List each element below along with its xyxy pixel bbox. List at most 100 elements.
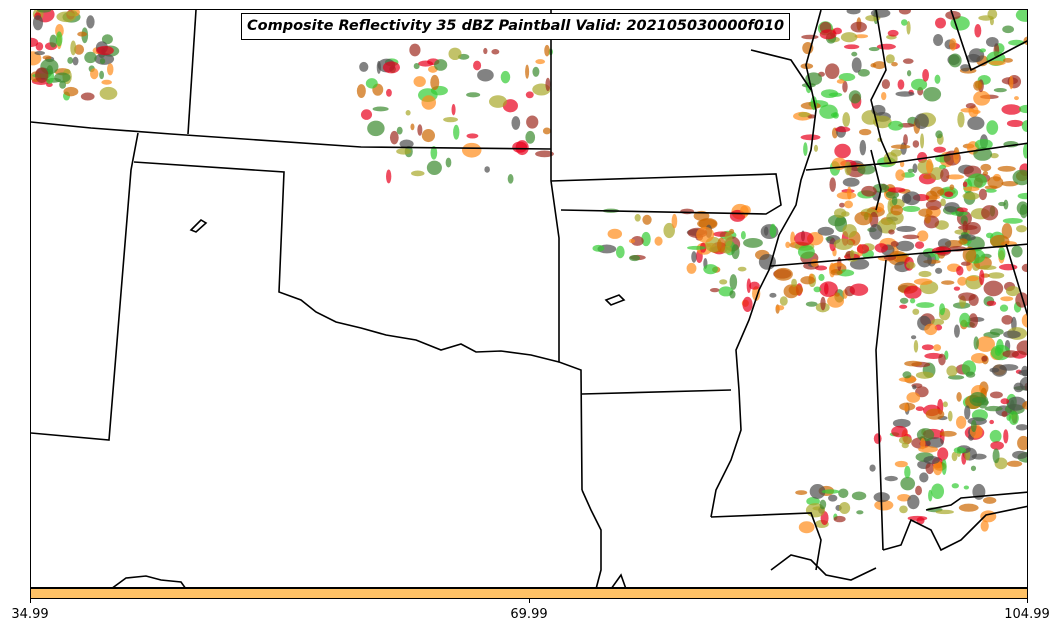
paintball-blob bbox=[1013, 382, 1024, 393]
paintball-blob bbox=[525, 91, 534, 99]
paintball-blob bbox=[923, 174, 933, 180]
paintball-blob bbox=[956, 265, 964, 276]
paintball-blob bbox=[742, 296, 753, 312]
paintball-blob bbox=[899, 304, 908, 309]
paintball-blob bbox=[628, 254, 641, 262]
paintball-blob bbox=[998, 201, 1006, 207]
paintball-blob bbox=[55, 31, 63, 47]
paintball-blob bbox=[906, 392, 921, 403]
paintball-blob bbox=[72, 56, 79, 66]
state-border bbox=[31, 132, 139, 441]
paintball-blob bbox=[869, 224, 883, 240]
paintball-blob bbox=[881, 79, 891, 90]
paintball-blob bbox=[935, 17, 946, 29]
colorbar-tick bbox=[529, 599, 530, 603]
paintball-blob bbox=[671, 213, 678, 229]
paintball-blob bbox=[32, 15, 43, 31]
paintball-blob bbox=[989, 17, 994, 26]
paintball-blob bbox=[413, 76, 426, 87]
paintball-blob bbox=[953, 286, 961, 291]
paintball-blob bbox=[967, 116, 985, 131]
paintball-blob bbox=[483, 47, 488, 55]
coastline bbox=[611, 573, 627, 587]
paintball-blob bbox=[868, 47, 880, 52]
paintball-blob bbox=[803, 142, 808, 157]
paintball-blob bbox=[976, 336, 995, 352]
paintball-blob bbox=[535, 150, 554, 158]
paintball-blob bbox=[49, 34, 58, 48]
paintball-blob bbox=[1021, 313, 1027, 328]
paintball-blob bbox=[983, 280, 1004, 297]
paintball-blob bbox=[410, 170, 425, 177]
paintball-blob bbox=[928, 489, 933, 502]
paintball-blob bbox=[466, 133, 479, 139]
paintball-blob bbox=[890, 204, 904, 216]
paintball-blob bbox=[1012, 450, 1027, 460]
paintball-blob bbox=[99, 70, 105, 80]
paintball-blob bbox=[931, 318, 945, 326]
paintball-blob bbox=[1021, 365, 1027, 377]
paintball-blob bbox=[829, 177, 836, 192]
state-border bbox=[950, 10, 1027, 72]
paintball-blob bbox=[1016, 340, 1027, 355]
paintball-blob bbox=[729, 274, 738, 290]
paintball-blob bbox=[949, 184, 955, 190]
paintball-blob bbox=[473, 60, 482, 71]
paintball-blob bbox=[773, 267, 793, 281]
paintball-blob bbox=[913, 278, 933, 285]
paintball-blob bbox=[954, 324, 960, 338]
paintball-blob bbox=[912, 308, 920, 315]
paintball-blob bbox=[96, 45, 114, 56]
paintball-blob bbox=[905, 261, 916, 269]
paintball-blob bbox=[931, 483, 945, 499]
paintball-blob bbox=[989, 153, 999, 159]
paintball-blob bbox=[914, 113, 929, 129]
paintball-blob bbox=[1001, 314, 1013, 325]
paintball-blob bbox=[956, 207, 968, 212]
paintball-blob bbox=[953, 150, 960, 164]
paintball-blob bbox=[919, 472, 929, 483]
mississippi-river bbox=[710, 10, 822, 518]
paintball-blob bbox=[935, 130, 943, 139]
paintball-blob bbox=[834, 208, 847, 219]
paintball-blob bbox=[870, 63, 877, 68]
state-border bbox=[581, 489, 602, 587]
paintball-blob bbox=[500, 70, 511, 84]
paintball-blob bbox=[873, 433, 882, 445]
paintball-blob bbox=[794, 231, 814, 246]
paintball-blob bbox=[372, 106, 389, 112]
paintball-blob bbox=[63, 86, 79, 97]
paintball-blob bbox=[1017, 192, 1027, 200]
paintball-blob bbox=[795, 490, 808, 495]
coastline bbox=[925, 491, 1027, 511]
paintball-blob bbox=[35, 67, 49, 83]
paintball-blob bbox=[805, 301, 818, 307]
paintball-blob bbox=[842, 177, 860, 187]
paintball-blob bbox=[1021, 120, 1027, 132]
paintball-blob bbox=[895, 169, 905, 181]
paintball-blob bbox=[443, 117, 458, 123]
paintball-blob bbox=[891, 196, 898, 206]
paintball-blob bbox=[984, 405, 1003, 412]
paintball-blob bbox=[958, 503, 979, 512]
paintball-blob bbox=[542, 127, 551, 135]
state-border bbox=[750, 49, 812, 91]
paintball-blob bbox=[592, 244, 605, 252]
paintball-blob bbox=[924, 352, 943, 359]
paintball-blob bbox=[413, 62, 420, 70]
paintball-blob bbox=[365, 78, 378, 89]
paintball-blob bbox=[962, 246, 977, 263]
paintball-blob bbox=[932, 460, 943, 476]
paintball-blob bbox=[980, 163, 992, 172]
paintball-blob bbox=[914, 241, 925, 249]
paintball-blob bbox=[838, 501, 851, 515]
paintball-blob bbox=[1008, 411, 1019, 425]
paintball-blob bbox=[872, 61, 886, 70]
paintball-blob bbox=[978, 188, 987, 201]
paintball-blob bbox=[939, 164, 947, 170]
paintball-blob bbox=[917, 252, 932, 268]
paintball-blob bbox=[840, 32, 858, 43]
paintball-blob bbox=[990, 441, 1004, 450]
paintball-blob bbox=[800, 134, 821, 141]
paintball-blob bbox=[821, 489, 840, 494]
